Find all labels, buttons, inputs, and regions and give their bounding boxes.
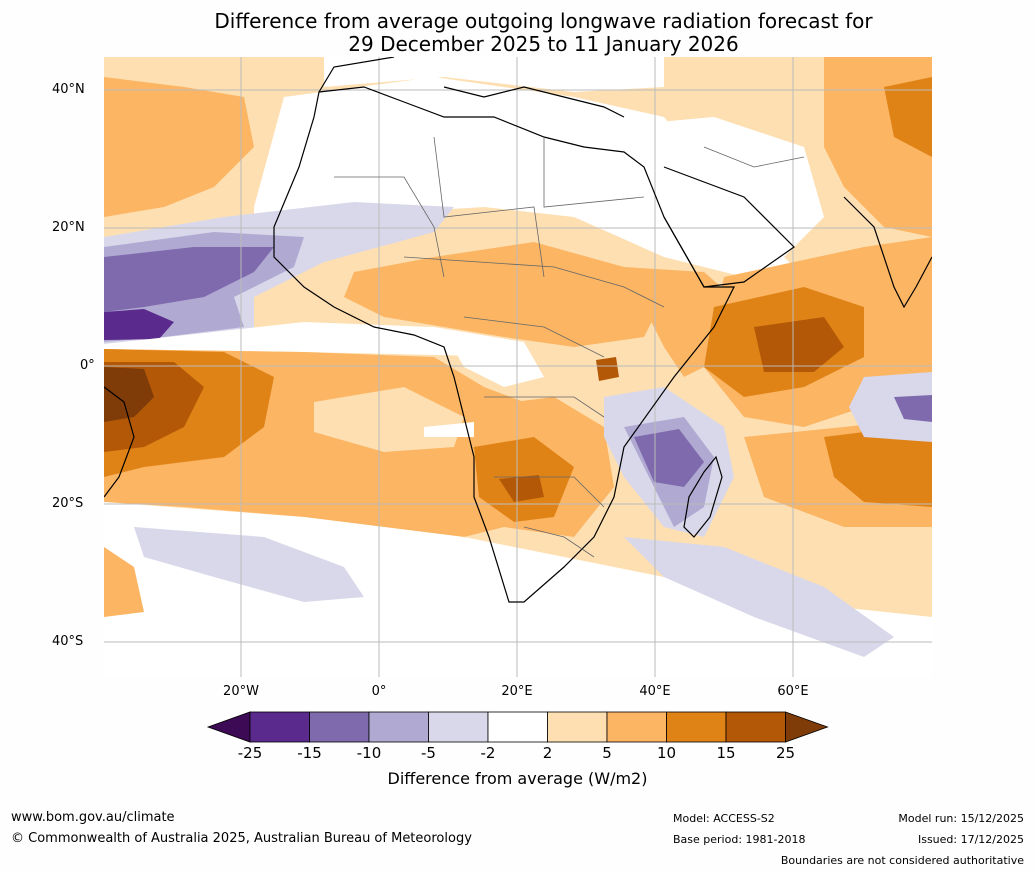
lon-label-40e: 40°E (639, 684, 671, 699)
colorbar-extend-low (206, 711, 251, 743)
colorbar-title: Difference from average (W/m2) (387, 769, 648, 788)
neutral-region-europe (324, 57, 664, 92)
coastline-madagascar (683, 455, 723, 538)
coastline-arabia (663, 166, 795, 288)
olr-anomaly-map (104, 57, 932, 677)
positive-anomaly-himalaya (884, 77, 932, 157)
colorbar-tick-label: 5 (602, 744, 612, 762)
colorbar-segment (368, 711, 429, 743)
footer-copyright: © Commonwealth of Australia 2025, Austra… (11, 831, 472, 846)
coastline-south-america (104, 386, 135, 498)
lat-label-40s: 40°S (52, 634, 84, 649)
positive-anomaly-south-west (104, 547, 144, 617)
graticule (104, 57, 932, 677)
colorbar-tick-label: -15 (297, 744, 322, 762)
lon-label-20e: 20°E (501, 684, 533, 699)
chart-title: Difference from average outgoing longwav… (0, 10, 1035, 56)
positive-anomaly-southern-africa-3 (499, 475, 544, 502)
country-borders (334, 136, 805, 558)
colorbar-tick-label: -2 (480, 744, 496, 762)
footer-model: Model: ACCESS-S2 (673, 812, 775, 825)
footer-base-period: Base period: 1981-2018 (673, 833, 806, 846)
colorbar-tick-label: 25 (775, 744, 796, 762)
lat-label-40n: 40°N (52, 82, 85, 97)
positive-anomaly-north-atlantic-2 (164, 97, 249, 147)
footer-url[interactable]: www.bom.gov.au/climate (11, 810, 175, 825)
colorbar-extend-high (785, 711, 829, 743)
coastline-africa (273, 86, 735, 603)
negative-anomaly-south-atlantic (134, 527, 364, 602)
positive-anomaly-indian-ocean-3 (754, 317, 844, 372)
neutral-strip-equator (104, 322, 524, 357)
footer-issued: Issued: 17/12/2025 (917, 833, 1024, 846)
negative-anomaly-south-indian (624, 537, 894, 657)
colorbar-segment (666, 711, 727, 743)
colorbar-segment (428, 711, 489, 743)
positive-anomaly-south-atlantic-4 (104, 367, 154, 422)
colorbar-tick-label: 10 (656, 744, 677, 762)
colorbar-tick-label: -5 (421, 744, 436, 762)
colorbar-segment (606, 711, 667, 743)
positive-anomaly-south-indian-2 (824, 427, 932, 507)
negative-anomaly-east-indian-2 (894, 395, 932, 422)
colorbar-segment (309, 711, 370, 743)
negative-anomaly-east-indian (849, 372, 932, 442)
colorbar-tick-label: 15 (716, 744, 736, 762)
lon-label-0: 0° (371, 684, 387, 699)
colorbar (206, 711, 829, 743)
footer-disclaimer: Boundaries are not considered authoritat… (780, 854, 1024, 867)
lat-label-equator: 0° (80, 358, 95, 373)
neutral-patch-mid-atlantic (424, 422, 474, 437)
negative-anomaly-tropical-atlantic-3 (104, 247, 274, 312)
positive-anomaly-lake-victoria (596, 357, 619, 381)
colorbar-tick-label: 2 (542, 744, 553, 762)
neutral-region-southern-ocean (104, 502, 932, 677)
coastline-europe (318, 57, 625, 118)
lon-label-60e: 60°E (777, 684, 809, 699)
colorbar-segment (547, 711, 608, 743)
title-line-2: 29 December 2025 to 11 January 2026 (348, 32, 739, 56)
colorbar-segment (487, 711, 548, 743)
colorbar-tick-label: -25 (237, 744, 263, 762)
lon-label-20w: 20°W (223, 684, 259, 699)
lat-label-20n: 20°N (52, 220, 85, 235)
neutral-region-congo (444, 332, 544, 387)
colorbar-segment (725, 711, 786, 743)
negative-anomaly-mozambique-3 (634, 429, 704, 487)
footer-model-run: Model run: 15/12/2025 (898, 812, 1024, 825)
negative-anomaly-tropical-atlantic-4 (104, 309, 174, 340)
colorbar-tick-label: -10 (356, 744, 382, 762)
coastline-india (843, 196, 932, 309)
title-line-1: Difference from average outgoing longwav… (214, 9, 873, 33)
colorbar-segment (249, 711, 310, 743)
positive-anomaly-sahel (344, 242, 664, 347)
lat-label-20s: 20°S (52, 496, 84, 511)
